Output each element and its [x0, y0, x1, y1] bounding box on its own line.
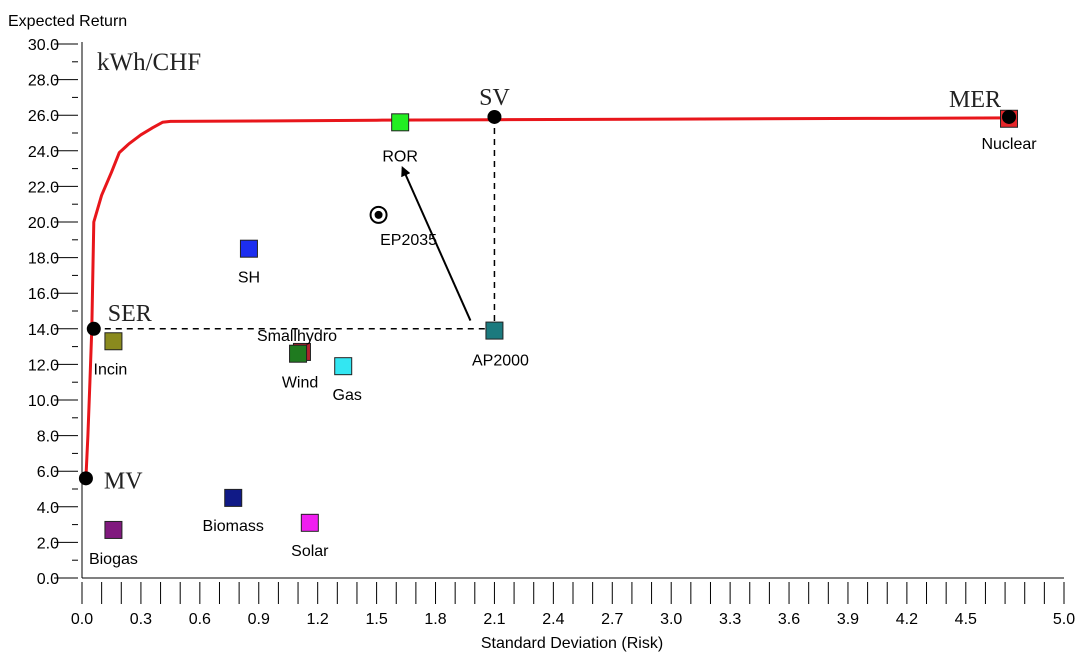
x-tick-label: 1.2 [307, 611, 329, 628]
label-biogas: Biogas [89, 551, 138, 568]
label-wind: Wind [282, 375, 318, 392]
label-solar: Solar [291, 543, 329, 560]
label-biomass: Biomass [203, 518, 264, 535]
key-point-sv [487, 109, 502, 124]
key-label-mv: MV [104, 468, 143, 494]
x-tick-label: 2.1 [483, 611, 505, 628]
x-tick-label: 0.9 [248, 611, 270, 628]
y-tick-label: 26.0 [28, 108, 59, 125]
y-tick-label: 4.0 [37, 500, 59, 517]
marker-solar [300, 513, 319, 532]
y-tick-label: 12.0 [28, 357, 59, 374]
y-axis-title: Expected Return [8, 13, 127, 30]
key-label-sv: SV [479, 85, 510, 111]
y-tick-label: 28.0 [28, 73, 59, 90]
label-incin: Incin [94, 361, 128, 378]
guide-lines [93, 116, 496, 331]
x-tick-label: 4.2 [896, 611, 918, 628]
frontier-line [84, 116, 1012, 479]
technology-markers: Nuclear ROR SH Smallhydro Wind Gas Incin AP2000… [89, 109, 1037, 568]
y-tick-label: 24.0 [28, 144, 59, 161]
marker-wind [289, 344, 308, 363]
label-gas: Gas [333, 387, 362, 404]
x-tick-label: 2.4 [542, 611, 564, 628]
y-tick-label: 14.0 [28, 322, 59, 339]
key-point-mv [78, 471, 93, 486]
y-tick-label: 22.0 [28, 179, 59, 196]
x-axis-title: Standard Deviation (Risk) [481, 635, 663, 652]
y-tick-label: 6.0 [37, 464, 59, 481]
y-tick-label: 10.0 [28, 393, 59, 410]
x-tick-label: 1.5 [365, 611, 387, 628]
marker-biomass [224, 488, 243, 507]
axes: 0.0 2.0 4.0 6.0 8.0 10.0 12.0 14.0 16.0 18.0 20.0 2… [28, 37, 1075, 628]
y-tick-label: 8.0 [37, 429, 59, 446]
key-points: MV SER SV MER EP2035 [78, 85, 1017, 494]
marker-incin [104, 332, 123, 351]
x-tick-label: 3.9 [837, 611, 859, 628]
y-tick-label: 30.0 [28, 37, 59, 54]
label-ep2035: EP2035 [380, 232, 437, 249]
marker-biogas [104, 520, 123, 539]
label-ror: ROR [382, 148, 418, 165]
marker-gas [334, 357, 353, 376]
efficient-frontier [84, 116, 1012, 479]
x-tick-label: 3.3 [719, 611, 741, 628]
x-tick-label: 0.6 [189, 611, 211, 628]
x-tick-label: 3.6 [778, 611, 800, 628]
y-tick-label: 0.0 [37, 571, 59, 588]
marker-sh [239, 239, 258, 258]
key-label-mer: MER [949, 87, 1001, 113]
target-dot [374, 210, 383, 219]
marker-ap2000 [485, 321, 504, 340]
y-tick-label: 18.0 [28, 251, 59, 268]
label-ap2000: AP2000 [472, 353, 529, 370]
x-tick-label: 0.0 [71, 611, 93, 628]
x-tick-label: 0.3 [130, 611, 152, 628]
x-tick-label: 4.5 [955, 611, 977, 628]
unit-label: kWh/CHF [97, 49, 201, 76]
x-tick-label: 5.0 [1053, 611, 1075, 628]
label-nuclear: Nuclear [981, 136, 1037, 153]
label-sh: SH [238, 270, 260, 287]
marker-ror [391, 113, 410, 132]
key-point-mer [1002, 109, 1017, 124]
y-tick-label: 20.0 [28, 215, 59, 232]
x-tick-label: 3.0 [660, 611, 682, 628]
y-tick-label: 16.0 [28, 286, 59, 303]
y-tick-label: 2.0 [37, 535, 59, 552]
x-tick-label: 1.8 [424, 611, 446, 628]
key-point-ser [86, 321, 101, 336]
key-label-ser: SER [108, 301, 152, 327]
label-smallhydro: Smallhydro [257, 328, 337, 345]
x-tick-label: 2.7 [601, 611, 623, 628]
shift-arrow [401, 166, 472, 321]
